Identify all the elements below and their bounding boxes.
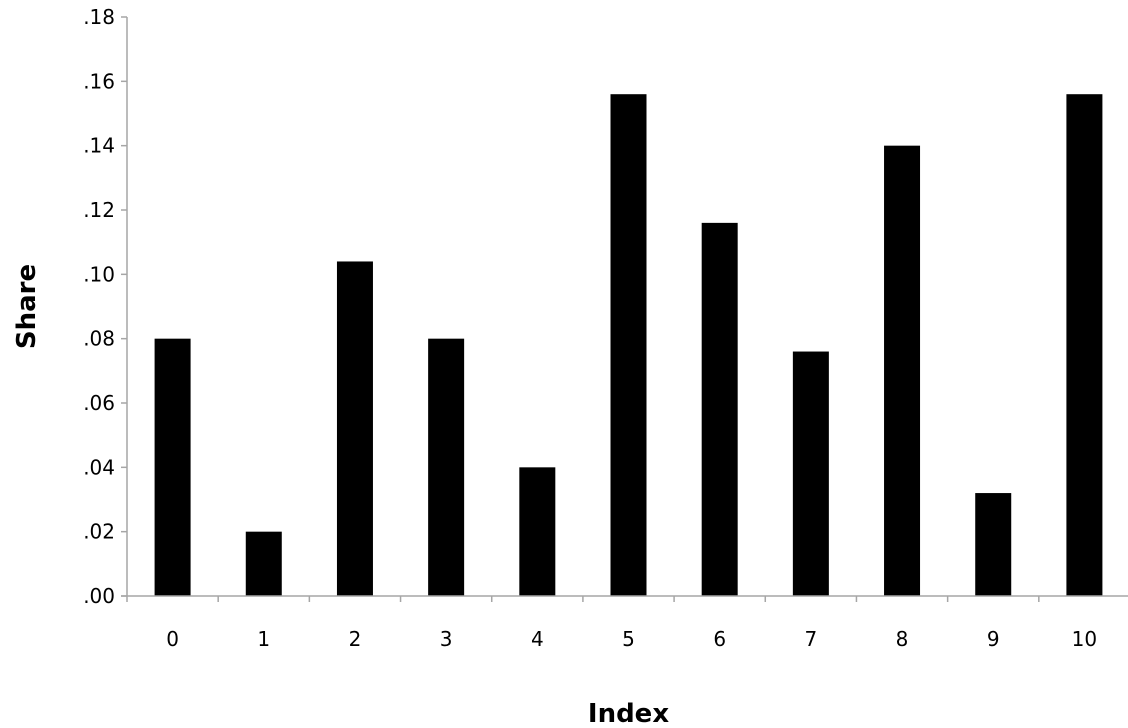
y-tick-label: .12 xyxy=(83,198,115,222)
x-tick-label: 8 xyxy=(896,627,909,651)
y-tick-label: .06 xyxy=(83,391,115,415)
x-tick-label: 0 xyxy=(166,627,179,651)
bar-4 xyxy=(519,467,556,596)
x-tick-label: 1 xyxy=(257,627,270,651)
x-tick-label: 9 xyxy=(987,627,1000,651)
y-tick-label: .02 xyxy=(83,520,115,544)
y-tick-label: .04 xyxy=(83,455,115,479)
bar-0 xyxy=(154,338,191,596)
bar-9 xyxy=(975,493,1012,596)
bar-2 xyxy=(336,261,373,596)
y-tick-label: .16 xyxy=(83,69,115,93)
x-tick-label: 7 xyxy=(804,627,817,651)
x-axis-ticks: 0 1 2 3 4 5 6 7 8 9 10 xyxy=(126,596,1097,651)
bar-3 xyxy=(428,338,465,596)
x-tick-label: 3 xyxy=(440,627,453,651)
y-tick-label: .10 xyxy=(83,262,115,286)
x-tick-label: 4 xyxy=(531,627,544,651)
y-tick-label: .14 xyxy=(83,134,115,158)
y-axis-title: Share xyxy=(12,264,42,349)
y-tick-label: .00 xyxy=(83,584,115,608)
x-tick-label: 5 xyxy=(622,627,635,651)
x-axis-title: Index xyxy=(588,699,669,728)
bar-7 xyxy=(792,351,829,596)
bar-6 xyxy=(701,222,738,596)
bar-5 xyxy=(610,94,647,596)
bars xyxy=(154,94,1103,596)
bar-1 xyxy=(245,531,282,596)
x-tick-label: 6 xyxy=(713,627,726,651)
y-tick-label: .18 xyxy=(83,5,115,29)
bar-10 xyxy=(1066,94,1103,596)
bar-8 xyxy=(884,145,921,596)
y-axis-ticks: .00 .02 .04 .06 .08 .10 .12 .14 .16 .18 xyxy=(83,5,127,608)
x-tick-label: 2 xyxy=(349,627,362,651)
y-tick-label: .08 xyxy=(83,327,115,351)
x-tick-label: 10 xyxy=(1072,627,1097,651)
